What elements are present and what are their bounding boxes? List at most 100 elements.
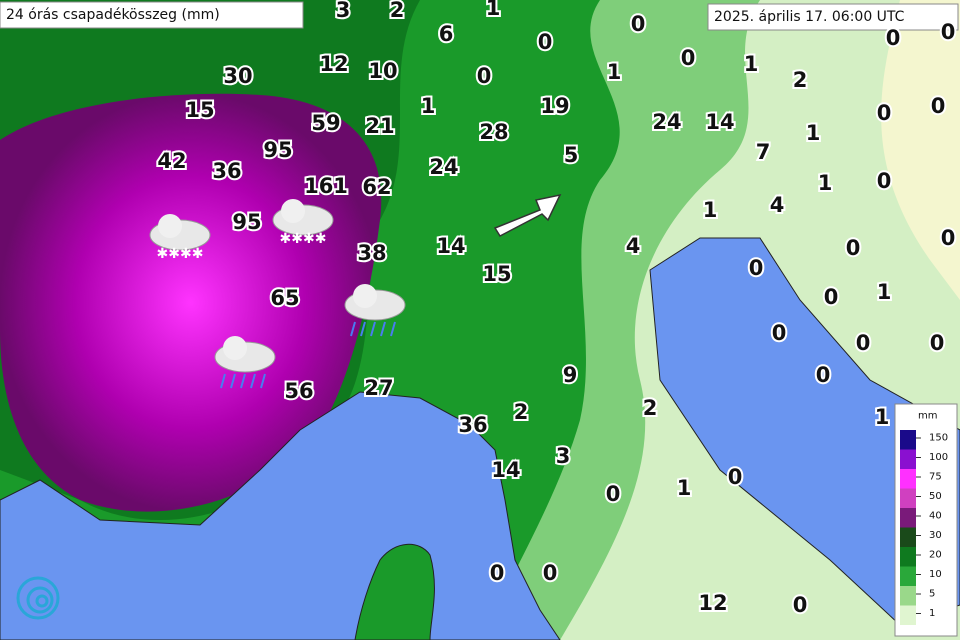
value-label: 1 bbox=[744, 52, 759, 76]
value-label: 12 bbox=[319, 52, 348, 76]
legend: mm 150 100 75 50 40 30 20 10 5 1 bbox=[894, 403, 958, 637]
value-label: 4 bbox=[770, 193, 785, 217]
legend-swatch bbox=[900, 605, 916, 625]
value-label: 0 bbox=[490, 561, 505, 585]
value-label: 1 bbox=[806, 121, 821, 145]
heavy-rain-area bbox=[0, 93, 382, 512]
value-label: 3 bbox=[556, 444, 571, 468]
value-label: 2 bbox=[643, 396, 658, 420]
value-label: 4 bbox=[626, 234, 641, 258]
value-label: 2 bbox=[390, 0, 405, 22]
value-label: 0 bbox=[538, 30, 553, 54]
legend-tick-label: 30 bbox=[929, 530, 942, 541]
legend-tick-label: 5 bbox=[929, 589, 935, 600]
legend-tick-label: 20 bbox=[929, 550, 942, 561]
value-label: 36 bbox=[458, 413, 487, 437]
value-label: 0 bbox=[877, 101, 892, 125]
value-label: 2 bbox=[514, 400, 529, 424]
value-label: 0 bbox=[793, 593, 808, 617]
value-label: 65 bbox=[270, 286, 299, 310]
value-label: 0 bbox=[749, 256, 764, 280]
value-label: 0 bbox=[877, 169, 892, 193]
value-label: 59 bbox=[311, 111, 340, 135]
value-label: 9 bbox=[563, 363, 578, 387]
wind-arrow bbox=[493, 193, 562, 237]
value-label: 95 bbox=[232, 210, 261, 234]
value-label: 15 bbox=[482, 262, 511, 286]
value-label: 14 bbox=[436, 234, 465, 258]
value-label: 2 bbox=[793, 68, 808, 92]
value-label: 0 bbox=[816, 363, 831, 387]
value-label: 28 bbox=[479, 120, 508, 144]
value-label: 1 bbox=[818, 171, 833, 195]
value-label: 0 bbox=[941, 226, 956, 250]
value-label: 0 bbox=[728, 465, 743, 489]
legend-swatch bbox=[900, 469, 916, 489]
value-label: 161 bbox=[304, 174, 348, 198]
svg-text:✱✱✱✱: ✱✱✱✱ bbox=[157, 246, 204, 262]
value-label: 30 bbox=[223, 64, 252, 88]
value-label: 12 bbox=[698, 591, 727, 615]
value-label: 15 bbox=[185, 98, 214, 122]
value-label: 0 bbox=[856, 331, 871, 355]
value-label: 21 bbox=[365, 114, 394, 138]
value-label: 0 bbox=[930, 331, 945, 355]
value-label: 14 bbox=[705, 110, 734, 134]
legend-swatch bbox=[900, 488, 916, 508]
timestamp-box bbox=[707, 3, 959, 31]
legend-swatch bbox=[900, 430, 916, 450]
value-label: 24 bbox=[429, 155, 458, 179]
value-label: 0 bbox=[886, 26, 901, 50]
value-label: 0 bbox=[941, 20, 956, 44]
svg-text:✱✱✱✱: ✱✱✱✱ bbox=[280, 231, 327, 247]
timestamp: 2025. április 17. 06:00 UTC bbox=[714, 9, 905, 25]
value-label: 0 bbox=[477, 64, 492, 88]
value-label: 6 bbox=[439, 22, 454, 46]
value-label: 7 bbox=[756, 140, 771, 164]
legend-swatch bbox=[900, 586, 916, 606]
logo bbox=[16, 576, 60, 620]
legend-tick-label: 75 bbox=[929, 472, 942, 483]
legend-tick-label: 40 bbox=[929, 511, 942, 522]
legend-swatch bbox=[900, 449, 916, 469]
value-label: 0 bbox=[631, 12, 646, 36]
value-label: 95 bbox=[263, 138, 292, 162]
value-label: 14 bbox=[491, 458, 520, 482]
legend-unit: mm bbox=[918, 411, 937, 422]
value-label: 1 bbox=[486, 0, 501, 20]
title: 24 órás csapadékösszeg (mm) bbox=[6, 7, 220, 23]
weather-icons: ✱✱✱✱ ✱✱✱✱ bbox=[149, 199, 406, 389]
value-label: 36 bbox=[212, 159, 241, 183]
value-label: 5 bbox=[564, 143, 579, 167]
value-label: 38 bbox=[357, 241, 386, 265]
value-label: 42 bbox=[157, 149, 186, 173]
value-label: 0 bbox=[824, 285, 839, 309]
value-label: 0 bbox=[931, 94, 946, 118]
value-label: 1 bbox=[607, 60, 622, 84]
legend-tick-label: 50 bbox=[929, 491, 942, 502]
legend-tick-label: 1 bbox=[929, 608, 935, 619]
value-label: 56 bbox=[284, 379, 313, 403]
value-label: 10 bbox=[368, 59, 397, 83]
legend-swatch bbox=[900, 527, 916, 547]
legend-tick-label: 10 bbox=[929, 569, 942, 580]
island bbox=[354, 543, 435, 640]
legend-swatch bbox=[900, 566, 916, 586]
value-label: 24 bbox=[652, 110, 681, 134]
title-box bbox=[0, 1, 304, 29]
legend-swatch bbox=[900, 547, 916, 567]
legend-tick-label: 100 bbox=[929, 452, 948, 463]
value-label: 19 bbox=[540, 94, 569, 118]
value-label: 1 bbox=[875, 405, 890, 429]
value-label: 1 bbox=[877, 280, 892, 304]
value-label: 0 bbox=[543, 561, 558, 585]
sea-adriatic bbox=[649, 237, 960, 626]
value-label: 1 bbox=[677, 476, 692, 500]
legend-tick-label: 150 bbox=[929, 433, 948, 444]
value-label: 3 bbox=[336, 0, 351, 22]
value-label: 27 bbox=[364, 376, 393, 400]
legend-swatch bbox=[900, 508, 916, 528]
